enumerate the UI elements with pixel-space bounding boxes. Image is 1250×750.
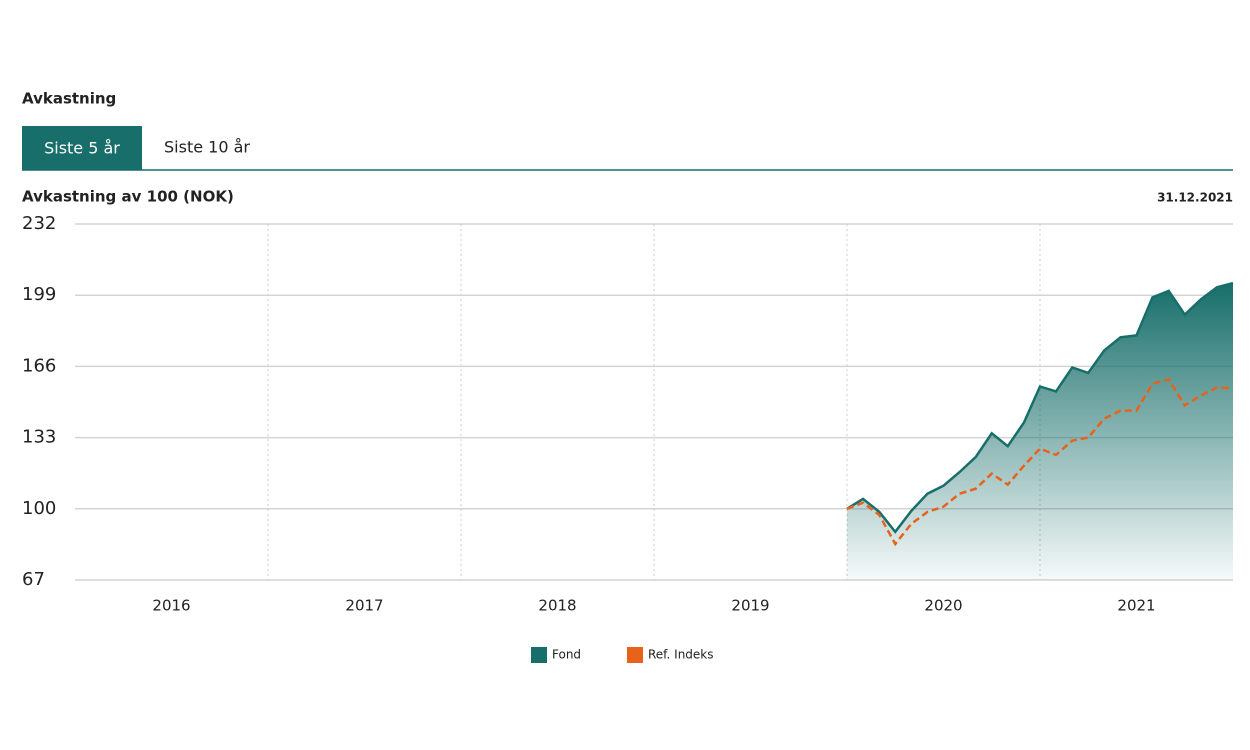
y-tick-label: 166 [22, 355, 56, 376]
line [846, 377, 1234, 547]
y-tick-label: 67 [22, 569, 45, 590]
line [846, 281, 1234, 534]
x-tick-label: 2021 [1117, 597, 1155, 615]
legend-label: Fond [552, 648, 581, 662]
x-tick-label: 2019 [731, 597, 769, 615]
heading: Avkastning [22, 90, 116, 108]
chart-title: Avkastning av 100 (NOK) [22, 188, 234, 206]
active-tab[interactable] [22, 126, 142, 170]
legend-swatch [531, 647, 547, 663]
date: 31.12.2021 [1157, 191, 1233, 205]
y-tick-label: 199 [22, 284, 56, 305]
tab[interactable]: Siste 5 år [44, 139, 120, 158]
area [847, 283, 1233, 580]
y-tick-label: 232 [22, 213, 56, 234]
y-tick-label: 133 [22, 427, 56, 448]
legend-label: Ref. Indeks [648, 648, 714, 662]
x-tick-label: 2016 [152, 597, 190, 615]
y-tick-label: 100 [22, 498, 56, 519]
x-tick-label: 2020 [924, 597, 962, 615]
legend-swatch [627, 647, 643, 663]
x-tick-label: 2017 [345, 597, 383, 615]
x-tick-label: 2018 [538, 597, 576, 615]
tab[interactable]: Siste 10 år [164, 138, 250, 157]
